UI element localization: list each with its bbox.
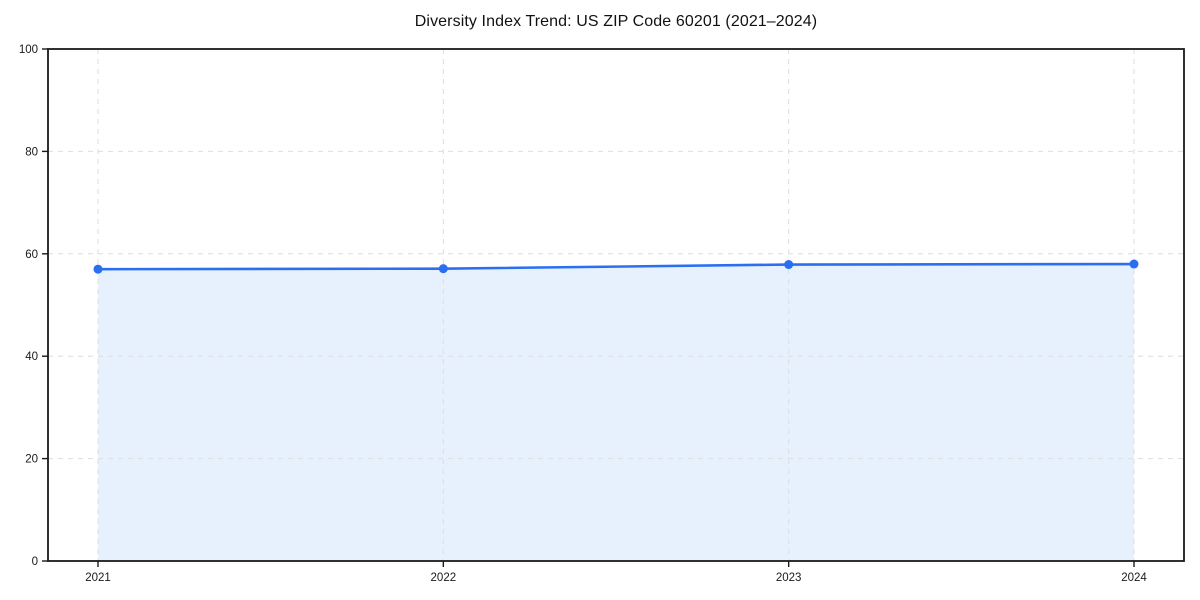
x-tick-label: 2024 bbox=[1121, 572, 1147, 584]
x-tick-label: 2022 bbox=[431, 572, 457, 584]
chart-title: Diversity Index Trend: US ZIP Code 60201… bbox=[414, 13, 818, 30]
data-point-2023 bbox=[784, 260, 794, 270]
y-tick-label: 0 bbox=[32, 556, 38, 568]
y-tick-label: 100 bbox=[19, 44, 38, 56]
y-tick-label: 60 bbox=[25, 249, 38, 261]
data-line bbox=[96, 262, 1136, 271]
data-point-2021 bbox=[93, 264, 103, 274]
y-tick-label: 80 bbox=[25, 146, 38, 158]
data-point-2022 bbox=[438, 264, 448, 274]
data-point-2024 bbox=[1129, 259, 1139, 269]
y-tick-label: 20 bbox=[25, 454, 38, 466]
plot-box bbox=[47, 48, 1185, 562]
x-tick-label: 2021 bbox=[85, 572, 111, 584]
y-tick-label: 40 bbox=[25, 351, 38, 363]
x-tick-label: 2023 bbox=[776, 572, 802, 584]
area-fill bbox=[98, 264, 1134, 561]
